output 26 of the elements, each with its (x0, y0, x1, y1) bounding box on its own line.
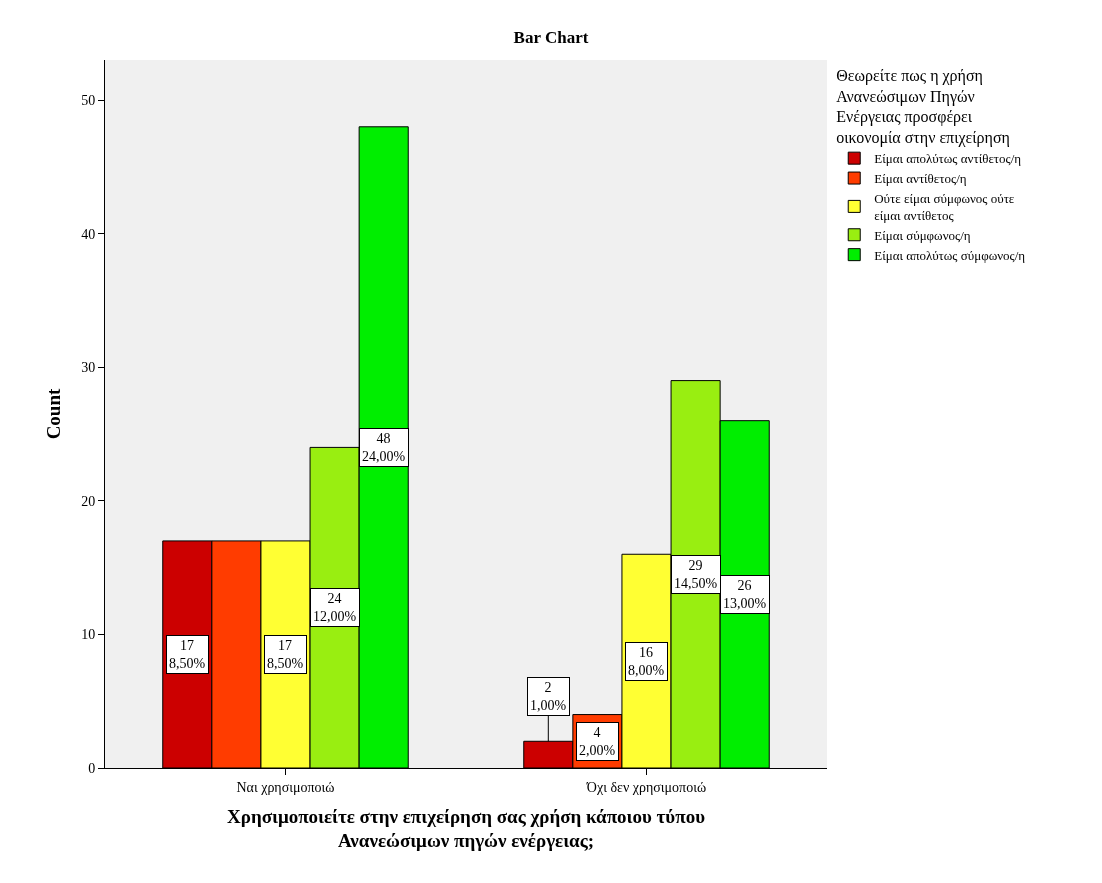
chart-title: Bar Chart (513, 27, 589, 47)
data-label: 2 1,00% (530, 680, 567, 714)
legend-label: Είμαι απολύτως αντίθετος/η (874, 151, 1022, 167)
data-label: 26 13,00% (723, 578, 767, 612)
x-tick-label: Ναι χρησιμοποιώ (236, 779, 335, 795)
y-tick-label: 30 (81, 360, 96, 376)
y-tick-label: 50 (81, 92, 96, 108)
x-tick-label: Όχι δεν χρησιμοποιώ (585, 779, 707, 795)
data-label: 17 8,50% (169, 638, 206, 672)
legend-label: Ούτε είμαι σύμφωνος ούτε είμαι αντίθετος (874, 191, 1015, 223)
legend-label: Είμαι απολύτως σύμφωνος/η (874, 247, 1026, 263)
y-tick-label: 10 (81, 627, 96, 643)
data-label: 24 12,00% (313, 591, 357, 625)
y-axis-title: Count (43, 387, 65, 440)
legend-label: Είμαι αντίθετος/η (874, 171, 967, 187)
y-tick-label: 40 (81, 226, 96, 242)
legend-title: Θεωρείτε πως η χρήση Ανανεώσιμων Πηγών Ενέργειας προσφέρει οικονομία στην επιχείρηση (836, 66, 1010, 148)
data-label: 16 8,00% (628, 645, 665, 679)
data-label: 4 2,00% (579, 725, 616, 759)
data-label: 17 8,50% (267, 638, 304, 672)
data-label: 29 14,50% (674, 558, 718, 592)
y-tick-label: 20 (81, 493, 96, 509)
x-axis-title: Χρησιμοποιείτε στην επιχείρηση σας χρήση κάποιου τύπου Ανανεώσιμων πηγών ενέργειας; (227, 805, 706, 852)
data-label: 48 24,00% (362, 431, 406, 465)
y-tick-label: 0 (88, 760, 96, 776)
legend-label: Είμαι σύμφωνος/η (874, 227, 971, 243)
